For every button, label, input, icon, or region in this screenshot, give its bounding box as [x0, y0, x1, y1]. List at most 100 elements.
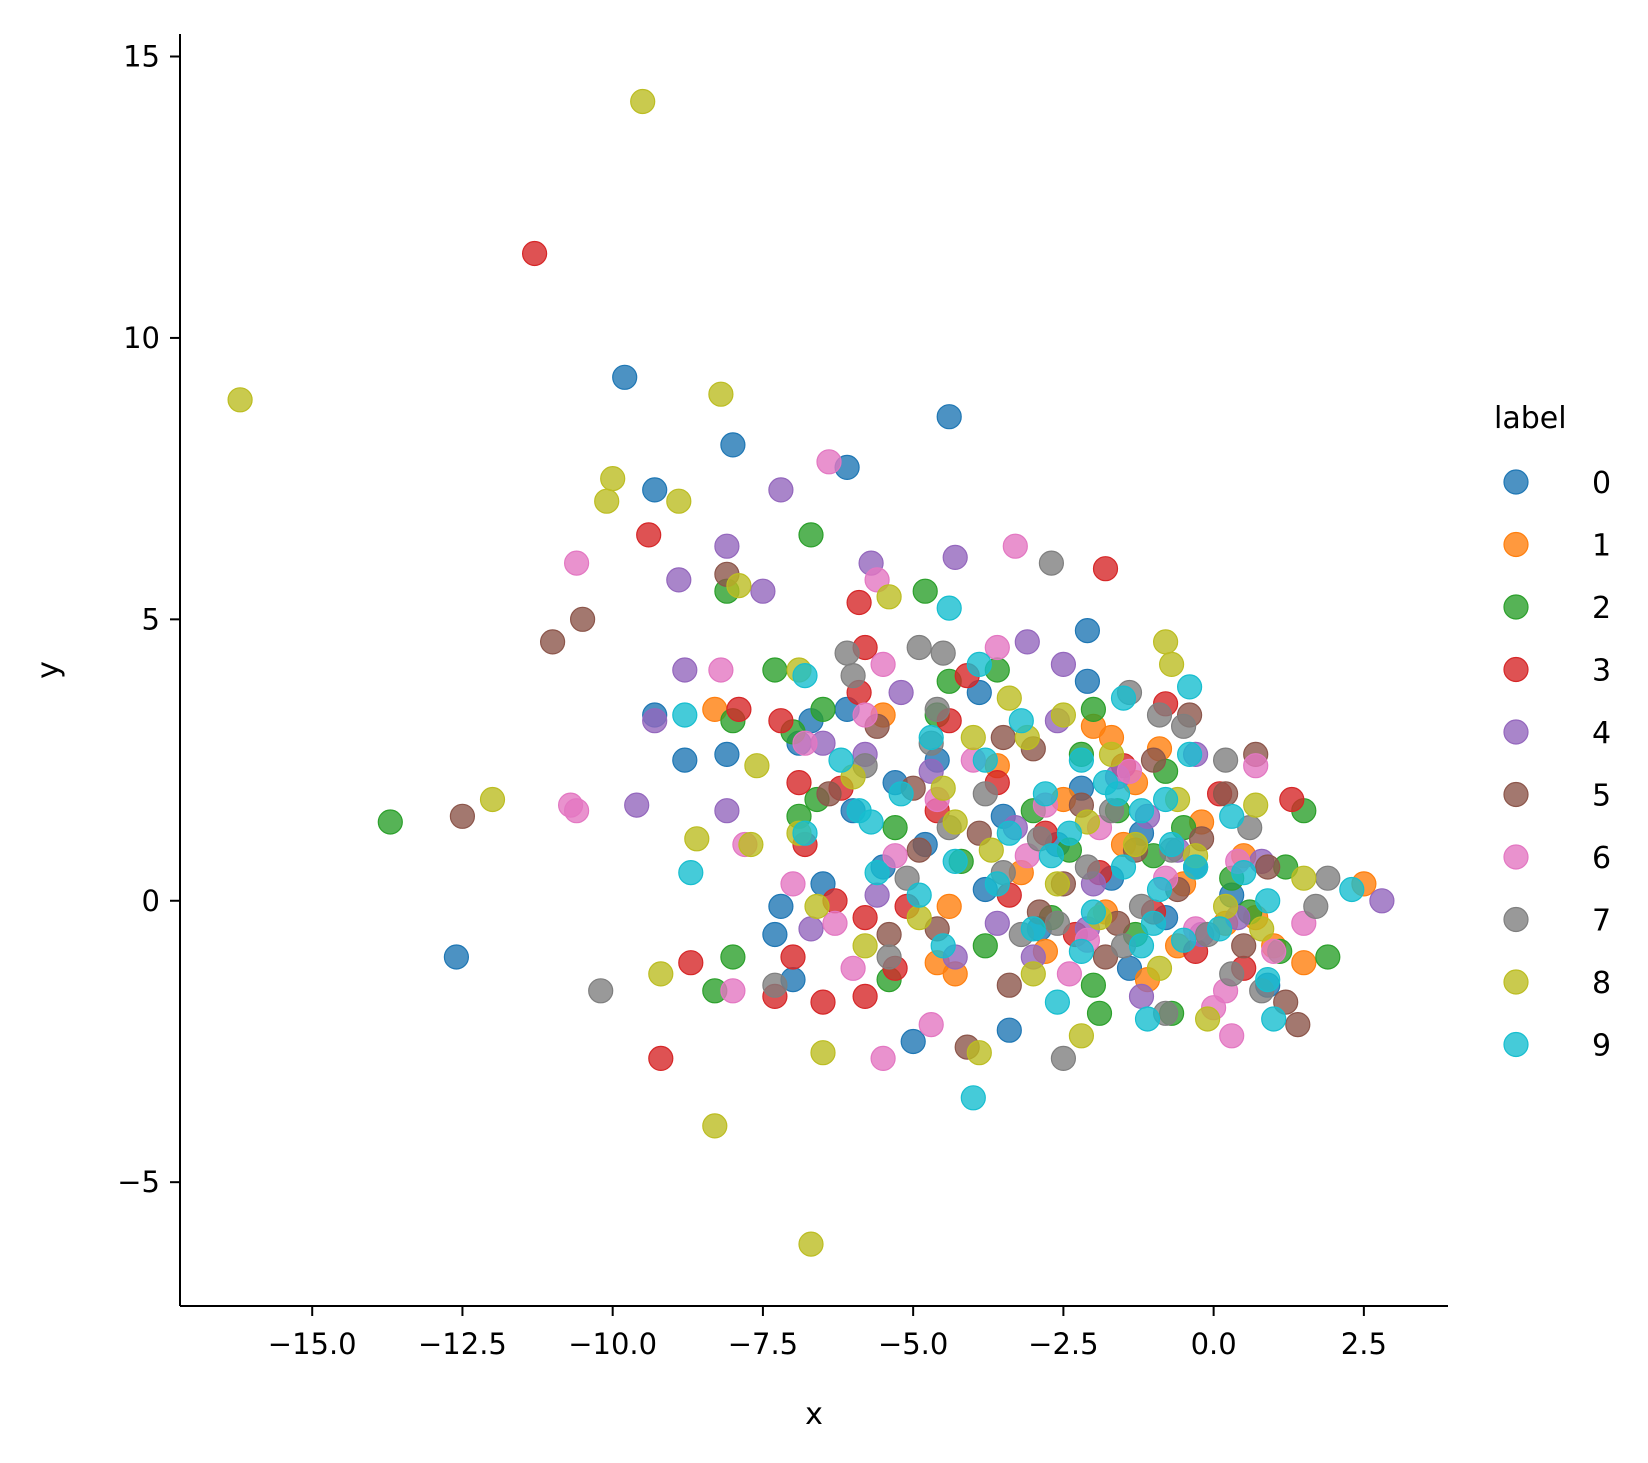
point-label-8-46	[1249, 916, 1275, 942]
point-label-8-42	[978, 837, 1004, 863]
point-label-8-40	[1212, 893, 1239, 920]
point-label-7-0	[1038, 550, 1065, 576]
point-label-8-7	[876, 584, 902, 610]
legend-label-6: 6	[1592, 841, 1611, 876]
point-label-9-47	[1068, 938, 1095, 965]
point-label-2-2	[912, 578, 938, 604]
point-label-9-3	[1176, 674, 1203, 700]
points-layer	[227, 88, 1395, 1257]
point-label-6-13	[720, 978, 746, 1004]
point-label-9-30	[1146, 876, 1173, 903]
point-label-4-3	[714, 533, 740, 559]
point-label-8-43	[1074, 809, 1101, 835]
point-label-8-26	[1050, 702, 1077, 728]
point-label-9-6	[678, 859, 704, 886]
point-label-8-24	[1194, 1006, 1221, 1032]
legend-marker-7	[1503, 906, 1529, 933]
point-label-8-33	[906, 904, 932, 931]
point-label-6-17	[1219, 1023, 1245, 1049]
point-label-8-5	[666, 488, 692, 514]
legend: label 0 1 2 3 4 5 6 7 8 9	[1494, 401, 1611, 1064]
legend-marker-9	[1503, 1031, 1529, 1058]
point-label-9-33	[1231, 859, 1257, 886]
point-label-2-20	[1080, 972, 1107, 998]
point-label-7-17	[1303, 893, 1329, 920]
point-label-9-43	[1152, 786, 1179, 813]
point-label-8-14	[744, 753, 770, 779]
point-label-9-49	[906, 882, 932, 908]
point-label-7-2	[906, 634, 932, 661]
point-label-6-14	[840, 955, 866, 981]
point-label-5-12	[816, 781, 842, 807]
legend-label-1: 1	[1592, 529, 1611, 564]
point-label-6-6	[870, 651, 896, 678]
point-label-2-21	[1086, 1000, 1113, 1026]
point-label-9-41	[1038, 843, 1065, 869]
point-label-4-6	[1014, 629, 1040, 655]
point-label-9-7	[828, 747, 854, 773]
point-label-9-48	[1140, 910, 1167, 936]
point-label-3-1	[636, 522, 662, 548]
point-label-1-17	[936, 893, 962, 920]
point-label-9-4	[1110, 685, 1137, 711]
point-label-9-25	[1056, 820, 1083, 846]
point-label-9-17	[1008, 708, 1034, 734]
point-label-3-16	[852, 904, 878, 931]
point-label-5-10	[1285, 1011, 1311, 1038]
x-axis-label: x	[805, 1397, 823, 1432]
point-label-8-4	[594, 488, 620, 514]
point-label-3-18	[648, 1045, 674, 1072]
point-label-9-13	[1261, 1006, 1287, 1032]
y-tick-label: 0	[142, 884, 160, 918]
y-ticks: −5 0 5 10 15	[117, 40, 180, 1199]
point-label-8-19	[810, 1040, 836, 1066]
x-tick-label: −2.5	[1028, 1327, 1098, 1361]
point-label-9-27	[942, 848, 968, 875]
point-label-0-9	[443, 944, 469, 970]
point-label-9-46	[1255, 966, 1281, 993]
point-label-9-38	[1170, 927, 1197, 953]
point-label-8-32	[1291, 865, 1317, 891]
point-label-9-20	[1032, 781, 1059, 807]
point-label-2-5	[1080, 696, 1107, 723]
point-label-0-8	[714, 741, 740, 768]
point-label-8-0	[630, 88, 656, 115]
point-label-7-4	[840, 662, 866, 689]
legend-label-9: 9	[1592, 1029, 1611, 1064]
point-label-9-45	[864, 859, 890, 886]
point-label-4-1	[942, 544, 968, 571]
point-label-7-18	[1315, 865, 1341, 891]
point-label-9-40	[1104, 781, 1131, 807]
point-label-0-1	[720, 432, 746, 458]
x-tick-label: 0.0	[1191, 1327, 1237, 1361]
point-label-9-21	[1068, 747, 1095, 773]
point-label-7-27	[1044, 910, 1071, 936]
point-label-4-0	[768, 477, 794, 503]
y-tick-label: 10	[123, 321, 160, 355]
point-label-3-3	[846, 589, 872, 616]
point-label-4-18	[1128, 983, 1155, 1010]
point-label-8-8	[1152, 629, 1179, 655]
point-label-8-21	[648, 961, 674, 987]
point-label-9-36	[930, 933, 956, 959]
point-label-7-3	[930, 640, 956, 666]
x-tick-label: −15.0	[268, 1327, 357, 1361]
point-label-8-16	[804, 893, 830, 920]
point-label-2-1	[798, 522, 824, 548]
point-label-7-1	[834, 640, 860, 666]
point-label-8-20	[798, 1231, 824, 1257]
y-axis-label: y	[31, 661, 66, 679]
point-label-5-6	[996, 972, 1022, 998]
point-label-9-11	[960, 1085, 986, 1111]
point-label-4-4	[666, 567, 692, 593]
point-label-5-20	[1092, 944, 1119, 970]
legend-label-0: 0	[1592, 466, 1611, 501]
point-label-5-2	[449, 803, 475, 829]
point-label-8-31	[1243, 792, 1269, 818]
point-label-0-6	[672, 747, 698, 773]
point-label-7-20	[972, 781, 998, 807]
legend-label-5: 5	[1592, 779, 1611, 814]
point-label-8-9	[1158, 651, 1185, 678]
point-label-8-18	[702, 1113, 728, 1139]
point-label-4-7	[1050, 651, 1077, 678]
